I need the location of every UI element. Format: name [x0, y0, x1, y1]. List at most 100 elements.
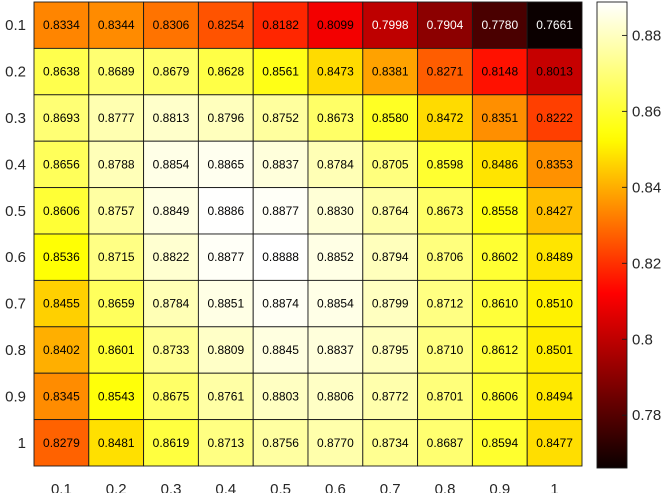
cell-value-label: 0.8770 [317, 436, 354, 450]
cell-value-label: 0.8612 [481, 343, 518, 357]
heatmap-cell [417, 1, 473, 49]
cell-value-label: 0.8886 [207, 204, 244, 218]
heatmap-cell [197, 47, 254, 96]
cell-value-label: 0.7780 [481, 18, 518, 32]
cell-value-label: 0.8757 [98, 204, 135, 218]
heatmap-cell [197, 233, 254, 281]
x-tick-label: 0.8 [435, 481, 456, 493]
heatmap-cell [417, 279, 473, 328]
y-tick-label: 0.4 [5, 156, 26, 173]
heatmap-cell [197, 419, 254, 467]
x-tick-label: 0.3 [161, 481, 182, 493]
cell-value-label: 0.8580 [372, 111, 409, 125]
cell-value-label: 0.8794 [372, 250, 409, 264]
cell-value-label: 0.8489 [536, 250, 573, 264]
heatmap-cell [471, 279, 528, 328]
cell-value-label: 0.8606 [43, 204, 80, 218]
cell-value-label: 0.7998 [372, 18, 409, 32]
heatmap-cell [362, 326, 419, 374]
y-tick-label: 0.3 [5, 110, 26, 127]
y-tick-label: 0.1 [5, 17, 26, 34]
cell-value-label: 0.8494 [536, 389, 573, 403]
heatmap-cell [307, 187, 364, 235]
cell-value-label: 0.8594 [481, 436, 518, 450]
cell-value-label: 0.8830 [317, 204, 354, 218]
heatmap-cell [197, 326, 254, 374]
heatmap-cell [417, 326, 473, 374]
heatmap-cell [33, 279, 90, 328]
cell-value-label: 0.8473 [317, 65, 354, 79]
cell-value-label: 0.8606 [481, 389, 518, 403]
cell-value-label: 0.8837 [262, 157, 299, 171]
cell-value-label: 0.8854 [153, 157, 190, 171]
y-tick-label: 0.2 [5, 64, 26, 81]
cell-value-label: 0.8602 [481, 250, 518, 264]
heatmap-cell [307, 140, 364, 189]
cell-value-label: 0.8687 [427, 436, 464, 450]
heatmap-cell [526, 326, 583, 374]
heatmap-cell [252, 326, 309, 374]
heatmap-cell [417, 419, 473, 467]
heatmap-cell [471, 326, 528, 374]
cell-value-label: 0.8610 [481, 297, 518, 311]
cell-value-label: 0.8427 [536, 204, 573, 218]
x-tick-label: 0.2 [106, 481, 127, 493]
cell-value-label: 0.8701 [427, 389, 464, 403]
cell-value-label: 0.8501 [536, 343, 573, 357]
cell-value-label: 0.8402 [43, 343, 80, 357]
cell-value-label: 0.8874 [262, 297, 299, 311]
cell-value-label: 0.8795 [372, 343, 409, 357]
cell-value-label: 0.8673 [427, 204, 464, 218]
cell-value-label: 0.8510 [536, 297, 573, 311]
heatmap-cell [307, 326, 364, 374]
heatmap-cell [471, 187, 528, 235]
x-tick-label: 0.5 [270, 481, 291, 493]
cell-value-label: 0.8561 [262, 65, 299, 79]
cell-value-label: 0.8638 [43, 65, 80, 79]
cell-value-label: 0.8772 [372, 389, 409, 403]
heatmap-cell [88, 94, 145, 142]
cell-value-label: 0.7904 [427, 18, 464, 32]
colorbar-tick-label: 0.86 [632, 103, 661, 120]
heatmap-cell [252, 372, 309, 421]
heatmap-cell [197, 279, 254, 328]
cell-value-label: 0.8013 [536, 65, 573, 79]
heatmap-cell [362, 94, 419, 142]
heatmap-cell [33, 372, 90, 421]
heatmap-cell [88, 419, 145, 467]
heatmap-cell [526, 140, 583, 189]
colorbar-tick-label: 0.78 [632, 407, 661, 424]
heatmap-cell [362, 279, 419, 328]
cell-value-label: 0.8733 [153, 343, 190, 357]
y-tick-label: 0.7 [5, 296, 26, 313]
cell-value-label: 0.8353 [536, 157, 573, 171]
heatmap-cell [417, 94, 473, 142]
heatmap-cell [526, 279, 583, 328]
cell-value-label: 0.8558 [481, 204, 518, 218]
heatmap-cell [307, 279, 364, 328]
cell-value-label: 0.8693 [43, 111, 80, 125]
heatmap-cell [307, 419, 364, 467]
cell-value-label: 0.8788 [98, 157, 135, 171]
cell-value-label: 0.8689 [98, 65, 135, 79]
cell-value-label: 0.8854 [317, 297, 354, 311]
heatmap-cell [362, 372, 419, 421]
cell-value-label: 0.8852 [317, 250, 354, 264]
cell-value-label: 0.8806 [317, 389, 354, 403]
heatmap-cell [143, 1, 199, 49]
cell-value-label: 0.8888 [262, 250, 299, 264]
heatmap-cell [143, 94, 199, 142]
x-axis-ticks: 0.1 0.2 0.3 0.4 0.5 0.6 0.7 0.8 0.9 1 [51, 481, 559, 493]
heatmap-cell [88, 187, 145, 235]
cell-value-label: 0.8877 [207, 250, 244, 264]
y-tick-label: 1 [18, 435, 26, 452]
cell-value-label: 0.8813 [153, 111, 190, 125]
cell-value-label: 0.8099 [317, 18, 354, 32]
cell-value-label: 0.8628 [207, 65, 244, 79]
heatmap-cell [33, 233, 90, 281]
cell-value-label: 0.8865 [207, 157, 244, 171]
heatmap-cell [252, 94, 309, 142]
heatmap-cell [307, 233, 364, 281]
cell-value-label: 0.8712 [427, 297, 464, 311]
x-tick-label: 0.6 [325, 481, 346, 493]
